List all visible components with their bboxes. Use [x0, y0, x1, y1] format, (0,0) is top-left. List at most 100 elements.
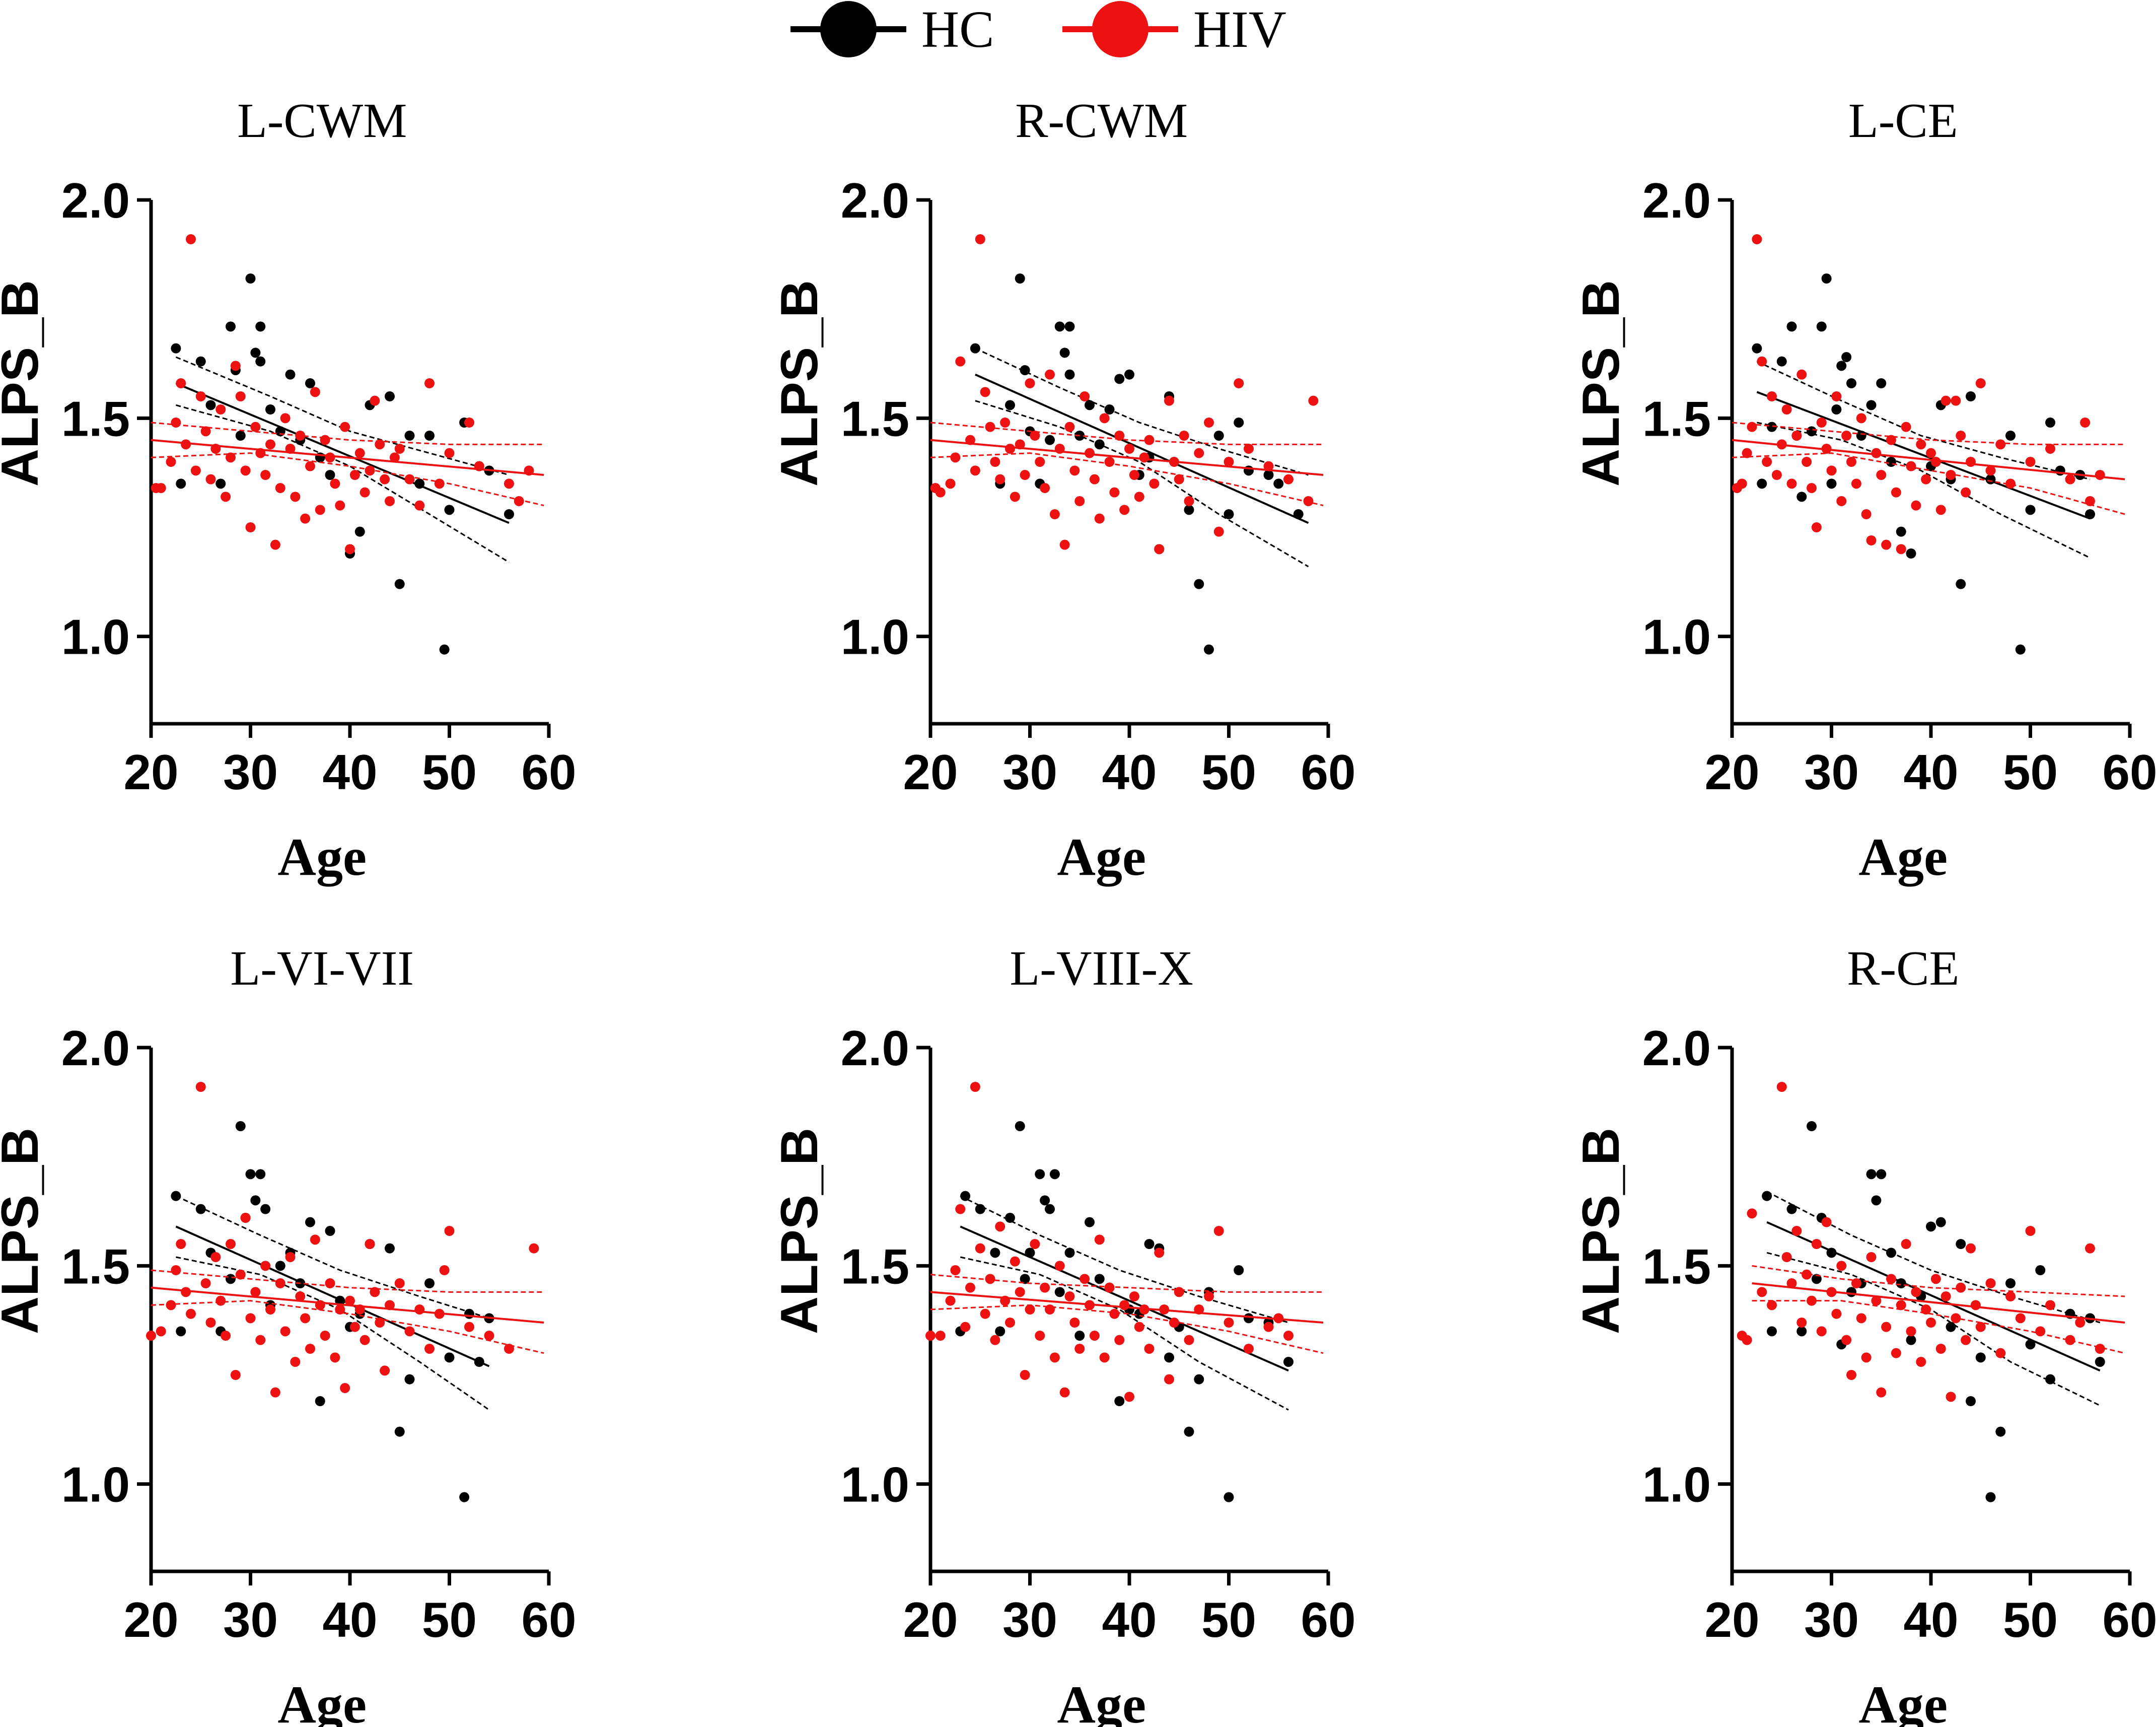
hiv-point	[975, 234, 985, 244]
hc-point	[1074, 1331, 1085, 1341]
hiv-point	[1752, 234, 1762, 244]
hiv-point	[325, 452, 335, 463]
hc-point	[2015, 644, 2026, 655]
hc-fit-line	[1756, 391, 2091, 520]
hc-point	[504, 509, 514, 519]
x-tick-label: 30	[223, 1592, 278, 1647]
hiv-point	[1896, 544, 1906, 555]
hiv-point	[354, 448, 365, 458]
hc-point	[1064, 1248, 1075, 1258]
hiv-point	[1149, 478, 1160, 489]
hc-point	[226, 1274, 236, 1284]
hc-ci-lower	[175, 404, 510, 563]
hc-point	[1020, 365, 1030, 375]
hiv-point	[945, 478, 956, 489]
hiv-point	[1074, 496, 1085, 506]
hc-point	[1796, 1326, 1807, 1337]
hc-point	[424, 431, 435, 441]
hiv-point	[1886, 1274, 1896, 1284]
x-tick-label: 40	[1102, 1592, 1157, 1647]
hiv-point	[1901, 1239, 1911, 1249]
hc-point	[1846, 1287, 1856, 1297]
hiv-point	[221, 1331, 231, 1341]
hc-point	[1876, 378, 1887, 388]
hiv-point	[1035, 1331, 1045, 1341]
hc-point	[1786, 1204, 1797, 1214]
hc-point	[2045, 418, 2055, 428]
panel-l-ce: L-CE 20 30 40 50 60 1.0 1.5 2.0 Age ALPS_B	[1572, 94, 2156, 886]
hc-point	[1005, 400, 1015, 410]
hiv-point	[1896, 1300, 1906, 1310]
hiv-point	[960, 1322, 971, 1332]
x-tick-label: 20	[1704, 744, 1759, 800]
hiv-point	[176, 378, 186, 388]
hiv-point	[444, 1226, 455, 1236]
hc-point	[1045, 1204, 1055, 1214]
hiv-point	[1179, 431, 1189, 441]
hiv-point	[295, 1291, 306, 1301]
y-axis-title: ALPS_B	[770, 1128, 829, 1334]
hiv-point	[226, 1239, 236, 1249]
hiv-point	[310, 387, 320, 397]
hiv-point	[245, 1313, 256, 1324]
hiv-point	[1080, 1274, 1090, 1284]
hiv-point	[1064, 1291, 1075, 1301]
y-tick-label: 2.0	[61, 1020, 130, 1076]
hiv-point	[1263, 461, 1274, 471]
hiv-point	[320, 435, 330, 445]
hc-ci-upper	[1766, 1191, 2101, 1324]
hiv-point	[156, 1326, 166, 1337]
hiv-point	[166, 457, 176, 467]
hiv-point	[1995, 1348, 2006, 1358]
x-tick-label: 50	[422, 1592, 477, 1647]
hiv-point	[394, 1278, 405, 1288]
hiv-fit-line	[151, 1286, 544, 1324]
hc-point	[1906, 548, 1916, 559]
series-hiv	[1732, 234, 2125, 555]
hiv-point	[1129, 1291, 1139, 1301]
hiv-point	[434, 478, 445, 489]
hiv-point	[226, 452, 236, 463]
hc-point	[1871, 1195, 1882, 1206]
hc-point	[1005, 1213, 1015, 1223]
hiv-point	[2085, 1243, 2095, 1254]
hc-point	[1114, 1396, 1125, 1406]
hiv-point	[295, 431, 306, 441]
hc-point	[1866, 400, 1877, 410]
hc-point	[2005, 1278, 2016, 1288]
x-tick-label: 50	[2003, 744, 2058, 800]
y-tick-label: 1.0	[61, 1457, 130, 1512]
hiv-point	[300, 1313, 311, 1324]
y-tick-label: 1.5	[1642, 391, 1711, 446]
hiv-point	[260, 470, 271, 480]
hiv-point	[1975, 378, 1986, 388]
hc-point	[970, 343, 980, 354]
hiv-point	[166, 1300, 176, 1310]
series-hiv	[925, 1082, 1324, 1402]
hiv-point	[1059, 539, 1070, 550]
hiv-point	[345, 544, 355, 555]
hiv-point	[230, 1370, 241, 1380]
hiv-point	[1791, 431, 1802, 441]
x-tick-label: 30	[1002, 744, 1057, 800]
hc-point	[1164, 1352, 1174, 1363]
panel-title: L-VIII-X	[1010, 941, 1193, 996]
hiv-point	[1951, 1313, 1961, 1324]
hiv-point	[414, 500, 425, 511]
hiv-point	[340, 1383, 350, 1393]
hiv-point	[265, 439, 275, 450]
hiv-point	[1174, 474, 1184, 485]
hiv-point	[2085, 496, 2095, 506]
hiv-point	[945, 1295, 956, 1306]
hiv-point	[345, 1295, 355, 1306]
hc-point	[260, 1204, 271, 1214]
series-hiv	[1737, 1082, 2125, 1402]
hc-point	[255, 1169, 266, 1180]
x-tick-label: 40	[1903, 1592, 1958, 1647]
hiv-point	[1040, 483, 1050, 493]
hc-point	[1194, 1374, 1204, 1385]
panel-title: R-CE	[1847, 941, 1959, 996]
hc-point	[385, 391, 395, 401]
hiv-point	[1213, 526, 1224, 537]
hiv-point	[1961, 1335, 1971, 1345]
